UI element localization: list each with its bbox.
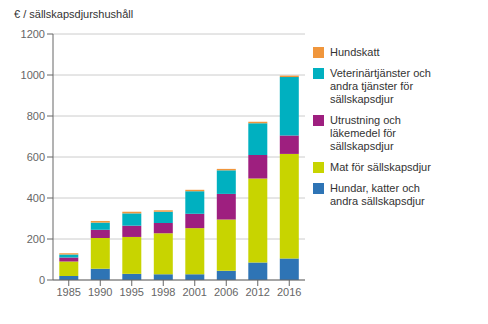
svg-text:1998: 1998 (151, 286, 175, 298)
html-text:Mat för sällskapsdjur: Mat för sällskapsdjur (330, 161, 431, 173)
svg-text:600: 600 (27, 151, 45, 163)
html-text:Veterinärtjänster och andra tj: Veterinärtjänster och andra tjänster för… (330, 67, 431, 105)
svg-text:2006: 2006 (214, 286, 238, 298)
svg-text:2016: 2016 (277, 286, 301, 298)
svg-text:1995: 1995 (120, 286, 144, 298)
svg-text:400: 400 (27, 192, 45, 204)
html-text:Hundar, katter och andra sälls: Hundar, katter och andra sällskapsdjur (330, 182, 425, 207)
html-text:€ / sällskapsdjurshushåll: € / sällskapsdjurshushåll (14, 8, 134, 20)
svg-text:2001: 2001 (183, 286, 207, 298)
svg-text:800: 800 (27, 110, 45, 122)
svg-text:0: 0 (39, 274, 45, 286)
svg-text:1000: 1000 (21, 69, 45, 81)
html-text:Utrustning och läkemedel för s: Utrustning och läkemedel för sällskapsdj… (330, 114, 401, 152)
svg-text:1200: 1200 (21, 28, 45, 40)
svg-text:200: 200 (27, 233, 45, 245)
svg-text:1990: 1990 (88, 286, 112, 298)
svg-text:1985: 1985 (57, 286, 81, 298)
svg-text:2012: 2012 (246, 286, 270, 298)
html-text:Hundskatt: Hundskatt (330, 46, 380, 58)
